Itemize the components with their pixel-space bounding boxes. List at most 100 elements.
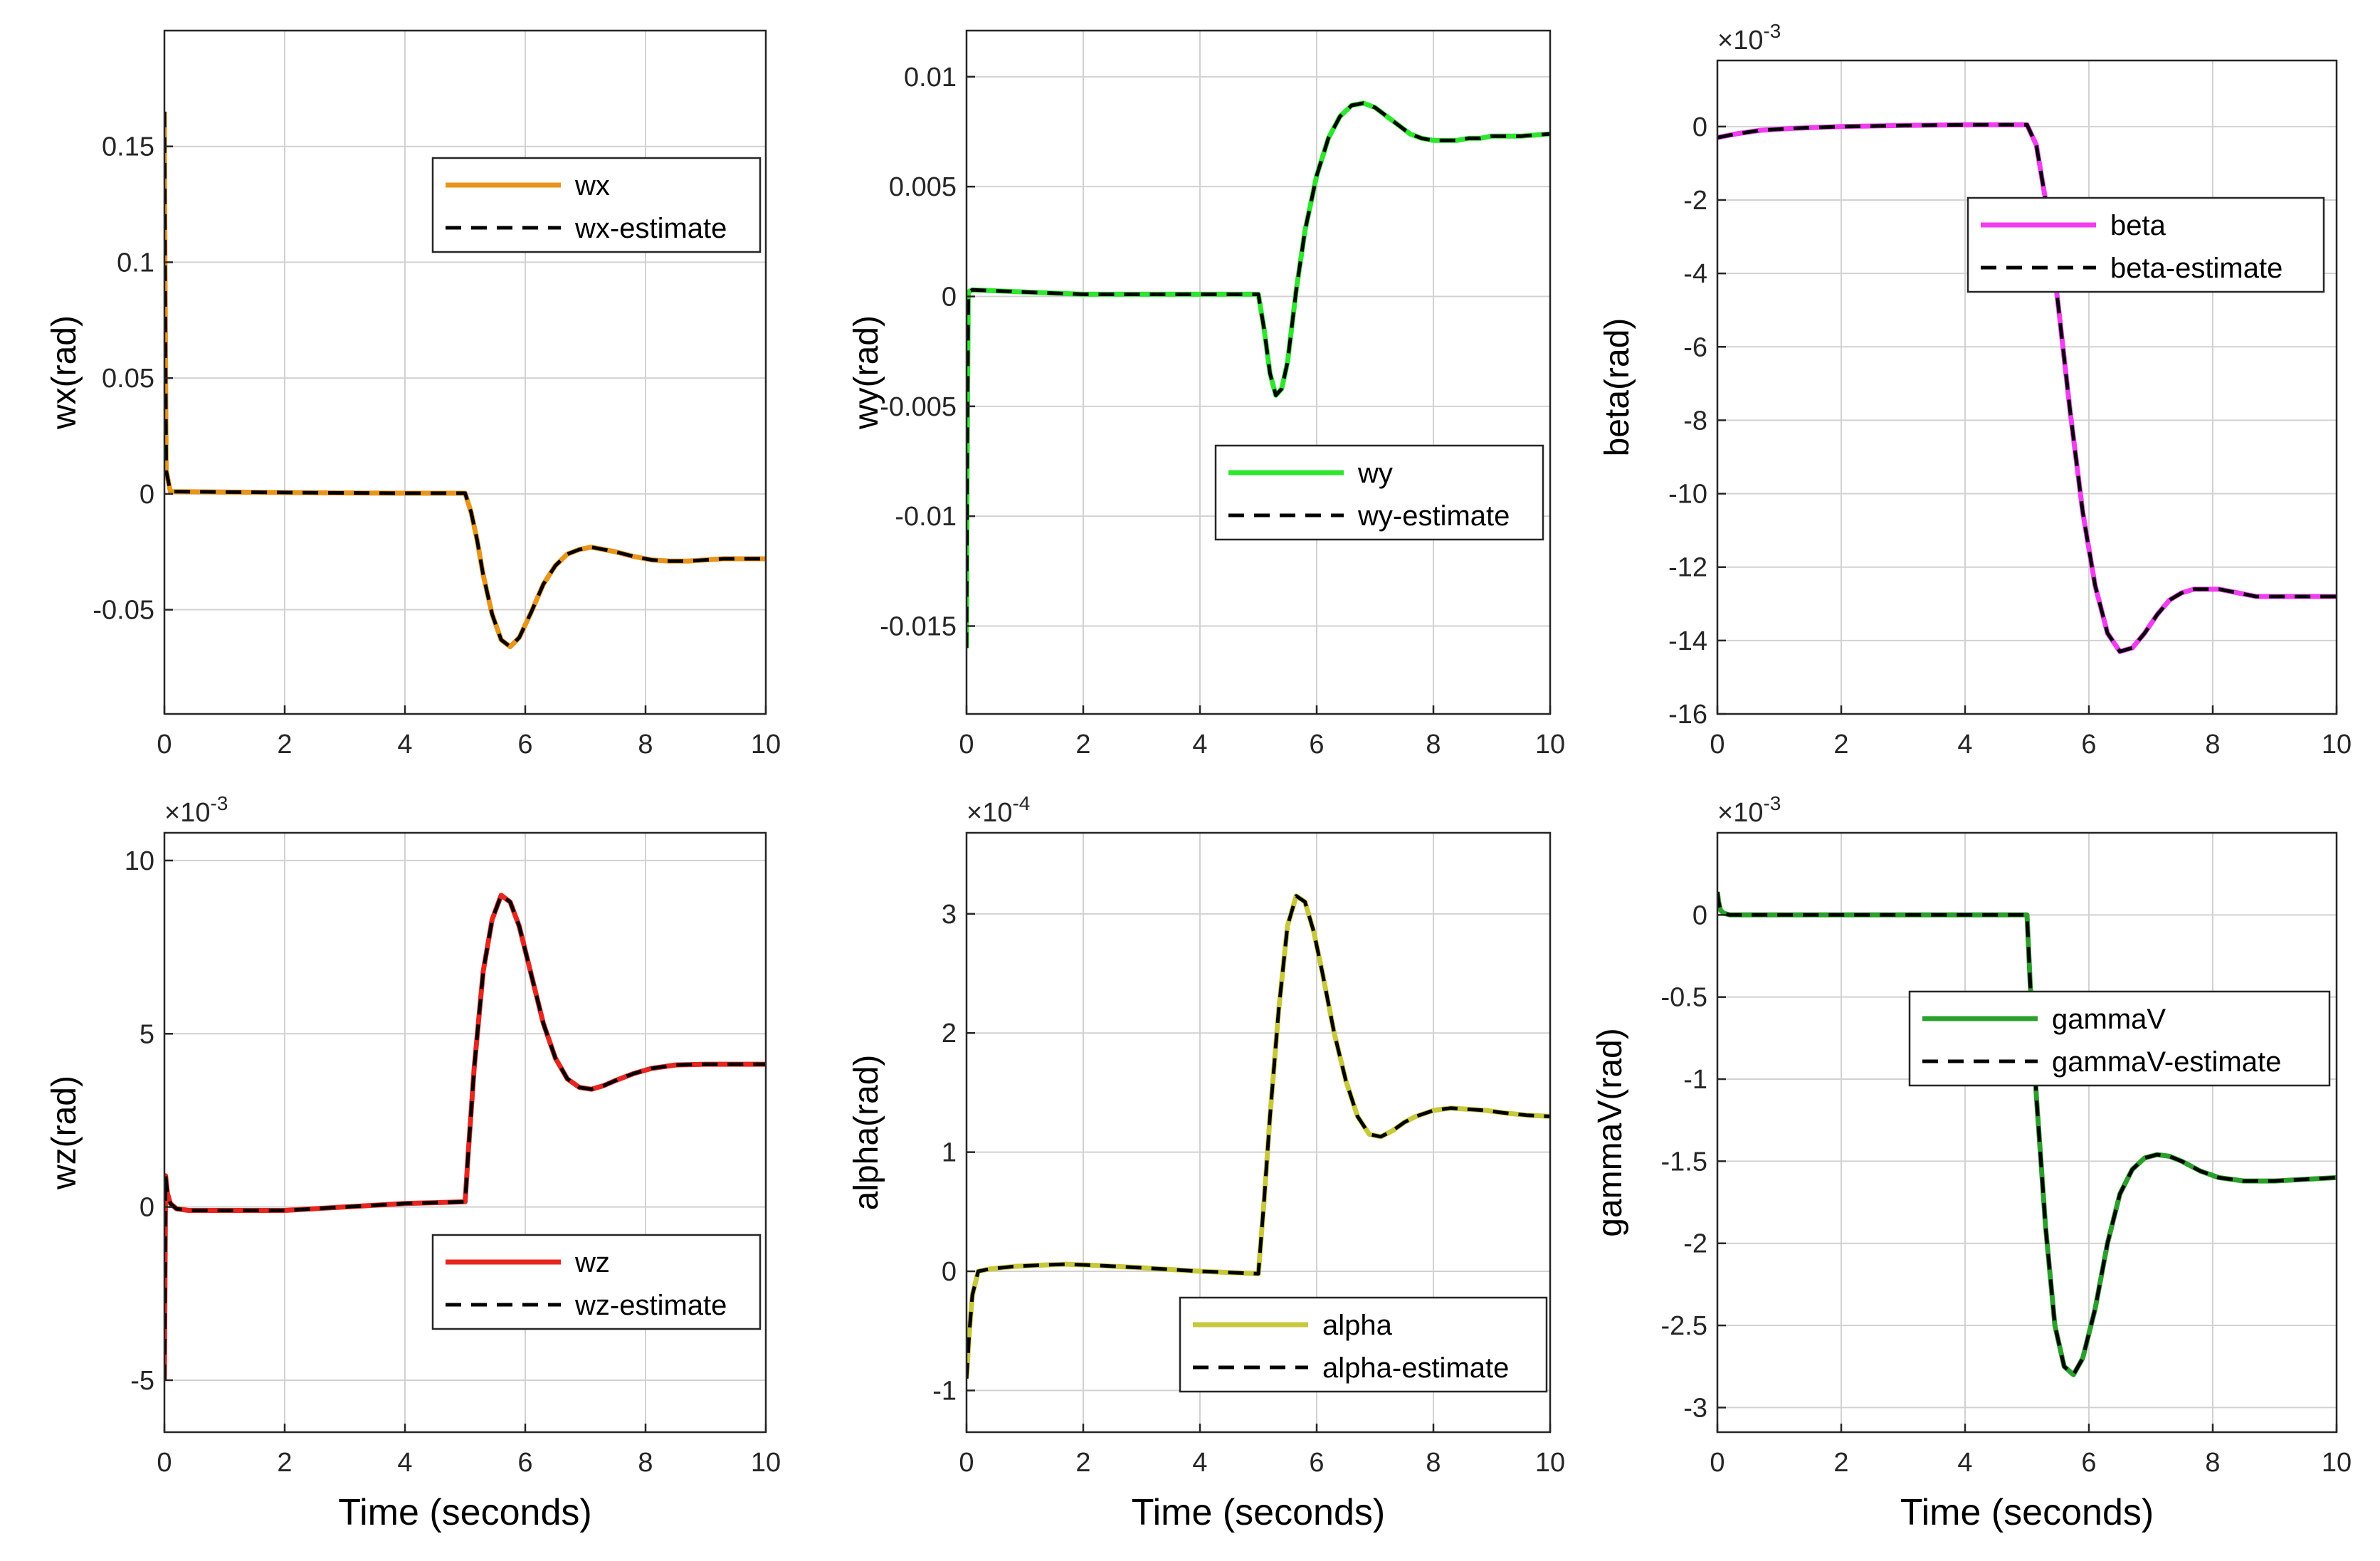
beta-xtick-label: 8 [2205, 730, 2220, 760]
wx-series-wx [164, 111, 766, 650]
wx-legend-label: wx-estimate [574, 213, 727, 244]
alpha-ytick-label: 1 [942, 1138, 957, 1168]
beta-legend-box [1966, 196, 2325, 293]
wz-xlabel: Time (seconds) [338, 1492, 591, 1533]
wz-xtick-label: 2 [277, 1448, 292, 1478]
beta-xtick-label: 6 [2081, 730, 2096, 760]
alpha-xtick-label: 10 [1535, 1448, 1565, 1478]
gammaV-exponent-label: ×10-3 [1717, 792, 1781, 828]
alpha-xtick-label: 0 [959, 1448, 974, 1478]
alpha-axes-box [965, 831, 1552, 1434]
beta-xtick-label: 2 [1833, 730, 1848, 760]
wz-axes-box [163, 831, 767, 1434]
gammaV-legend-box [1908, 990, 2331, 1087]
alpha-ytick-label: 0 [942, 1257, 957, 1287]
wx-ytick-label: 0.05 [102, 364, 154, 394]
alpha-xlabel: Time (seconds) [1132, 1492, 1385, 1533]
wx-ytick-label: 0 [139, 480, 154, 510]
wy-ylabel: wy(rad) [848, 315, 885, 430]
wz-series-wz-estimate [164, 893, 766, 1381]
wz-ylabel: wz(rad) [46, 1076, 83, 1190]
wx-plot-area [164, 31, 766, 714]
wy-ytick-label: -0.01 [895, 502, 957, 532]
wz-legend: wz wz-estimate [431, 1234, 762, 1330]
wz-ytick-label: 0 [139, 1193, 154, 1223]
wx-xtick-label: 4 [397, 730, 412, 760]
wx-xtick-label: 6 [517, 730, 532, 760]
wx-xtick-label: 8 [638, 730, 653, 760]
gammaV-xtick-label: 6 [2081, 1448, 2096, 1478]
wz-xtick-label: 10 [751, 1448, 781, 1478]
gammaV-legend: gammaV gammaV-estimate [1908, 990, 2331, 1087]
beta-axes-box [1716, 59, 2338, 715]
subplot-beta: 0 2 4 6 8 10 -16 -14 -12 -10 -8 -6 -4 -2 0 ×10-3 beta(ra… [1599, 20, 2352, 760]
gammaV-ylabel: gammaV(rad) [1591, 1028, 1629, 1236]
beta-legend-label: beta [2110, 210, 2166, 241]
alpha-ytick-label: 2 [942, 1019, 957, 1048]
wz-exponent-label: ×10-3 [164, 792, 228, 828]
wy-xtick-label: 10 [1535, 730, 1565, 760]
wy-ytick-label: -0.005 [880, 392, 957, 422]
wy-ytick-label: 0.005 [889, 172, 957, 202]
wy-xtick-label: 4 [1192, 730, 1207, 760]
wy-axes-box [965, 29, 1552, 715]
wz-ytick-label: 5 [139, 1019, 154, 1049]
wx-ytick-label: -0.05 [93, 596, 154, 626]
gammaV-ytick-label: -3 [1683, 1393, 1707, 1423]
wx-ytick-label: 0.15 [102, 132, 154, 162]
alpha-legend-label: alpha-estimate [1322, 1352, 1509, 1384]
gammaV-xtick-label: 4 [1957, 1448, 1972, 1478]
wy-xtick-label: 0 [959, 730, 974, 760]
beta-ytick-label: -8 [1683, 406, 1707, 436]
wx-xtick-label: 0 [157, 730, 172, 760]
wx-ytick-label: 0.1 [117, 248, 154, 278]
gammaV-ytick-label: -0.5 [1661, 983, 1707, 1013]
wz-xtick-label: 4 [397, 1448, 412, 1478]
wy-legend-label: wy-estimate [1357, 500, 1510, 532]
subplot-wy: 0 2 4 6 8 10 -0.015 -0.01 -0.005 0 0.005 0.01 wy(rad… [848, 29, 1565, 760]
wx-ylabel: wx(rad) [46, 315, 83, 430]
beta-ytick-label: -6 [1683, 332, 1707, 362]
wy-legend: wy wy-estimate [1214, 444, 1544, 541]
beta-legend-label: beta-estimate [2110, 253, 2282, 284]
gammaV-ytick-label: -2.5 [1661, 1311, 1707, 1341]
beta-ytick-label: -2 [1683, 186, 1707, 216]
alpha-xtick-label: 8 [1426, 1448, 1441, 1478]
wy-legend-box [1214, 444, 1544, 541]
wy-xtick-label: 2 [1075, 730, 1090, 760]
gammaV-ytick-label: -2 [1683, 1229, 1707, 1259]
alpha-ytick-label: -1 [932, 1376, 957, 1406]
gammaV-legend-label: gammaV [2052, 1004, 2166, 1035]
alpha-exponent-label: ×10-4 [967, 792, 1030, 828]
wx-legend-box [431, 157, 762, 253]
wx-xtick-label: 2 [277, 730, 292, 760]
subplot-alpha: 0 2 4 6 8 10 -1 0 1 2 3 ×10-4 alpha(rad) Time (second… [848, 792, 1565, 1533]
gammaV-axes-box [1716, 831, 2338, 1434]
wy-series-wy-estimate [967, 101, 1550, 648]
beta-ytick-label: -10 [1668, 480, 1707, 510]
wz-legend-box [431, 1234, 762, 1330]
beta-ytick-label: -16 [1668, 700, 1707, 730]
gammaV-legend-label: gammaV-estimate [2052, 1046, 2281, 1078]
wz-xtick-label: 6 [517, 1448, 532, 1478]
subplot-gammaV: 0 2 4 6 8 10 -3 -2.5 -2 -1.5 -1 -0.5 0 ×10-3 gammaV(ra… [1591, 792, 2352, 1533]
alpha-ytick-label: 3 [942, 900, 957, 930]
alpha-series-alpha-estimate [967, 894, 1550, 1379]
alpha-legend: alpha alpha-estimate [1179, 1296, 1548, 1393]
alpha-legend-label: alpha [1322, 1310, 1393, 1341]
wz-ytick-label: -5 [130, 1366, 154, 1396]
alpha-xtick-label: 6 [1309, 1448, 1324, 1478]
alpha-legend-box [1179, 1296, 1548, 1393]
beta-ylabel: beta(rad) [1599, 318, 1636, 457]
wz-legend-label: wz-estimate [574, 1290, 727, 1321]
wx-axes-box [163, 29, 767, 715]
wy-xtick-label: 8 [1426, 730, 1441, 760]
gammaV-xlabel: Time (seconds) [1900, 1492, 2154, 1533]
beta-exponent-label: ×10-3 [1717, 20, 1781, 56]
wz-plot-area [164, 833, 766, 1432]
gammaV-xtick-label: 10 [2322, 1448, 2352, 1478]
beta-xtick-label: 4 [1957, 730, 1972, 760]
beta-ytick-label: 0 [1692, 112, 1707, 142]
wz-xtick-label: 0 [157, 1448, 172, 1478]
